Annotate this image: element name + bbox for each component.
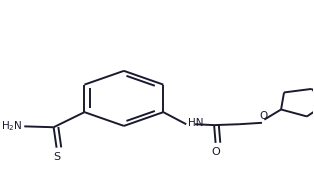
Text: S: S (53, 152, 60, 162)
Text: O: O (211, 147, 220, 157)
Text: H$_2$N: H$_2$N (1, 119, 23, 133)
Text: O: O (259, 111, 268, 121)
Text: HN: HN (188, 118, 203, 128)
